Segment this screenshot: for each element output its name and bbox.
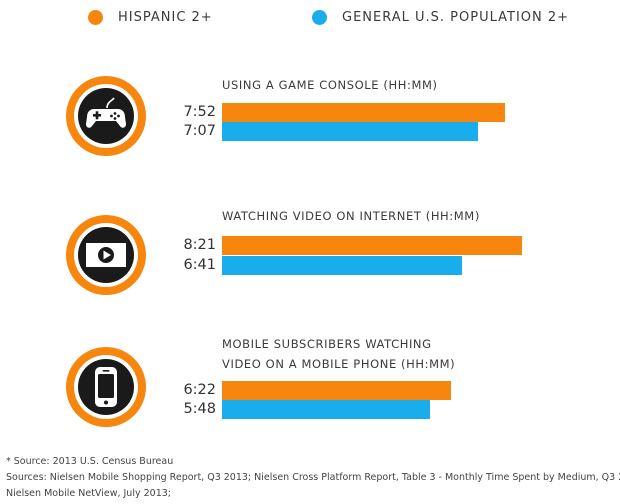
legend-label-general: GENERAL U.S. POPULATION 2+ (342, 9, 570, 25)
video-play-icon (66, 215, 146, 295)
bar-general-video-internet (222, 256, 462, 275)
group-title-line: USING A GAME CONSOLE (HH:MM) (222, 78, 438, 92)
bar-hispanic-video-internet (222, 236, 522, 255)
legend-swatch-general (312, 9, 327, 25)
value-label-general-video-internet: 6:41 (183, 257, 216, 273)
group-title-line: MOBILE SUBSCRIBERS WATCHING (222, 337, 432, 351)
bar-general-game-console (222, 122, 478, 141)
legend-item-hispanic: HISPANIC 2+ (88, 4, 213, 30)
footnote-netview: Nielsen Mobile NetView, July 2013; (6, 488, 171, 499)
footnote-census: * Source: 2013 U.S. Census Bureau (6, 456, 174, 467)
value-label-general-mobile-video: 5:48 (183, 401, 216, 417)
legend-label-hispanic: HISPANIC 2+ (118, 9, 213, 25)
bar-hispanic-mobile-video (222, 381, 451, 400)
mobile-phone-icon (66, 347, 146, 427)
bar-general-mobile-video (222, 400, 430, 419)
legend-swatch-hispanic (88, 9, 103, 25)
group-title-video-internet: WATCHING VIDEO ON INTERNET (HH:MM) (222, 206, 480, 226)
value-label-general-game-console: 7:07 (183, 123, 216, 139)
group-title-mobile-video: MOBILE SUBSCRIBERS WATCHING VIDEO ON A M… (222, 334, 455, 374)
value-label-hispanic-game-console: 7:52 (183, 104, 216, 120)
group-title-game-console: USING A GAME CONSOLE (HH:MM) (222, 75, 438, 95)
group-title-line: VIDEO ON A MOBILE PHONE (HH:MM) (222, 357, 456, 371)
game-controller-icon (66, 76, 146, 156)
bar-hispanic-game-console (222, 103, 505, 122)
group-title-line: WATCHING VIDEO ON INTERNET (HH:MM) (222, 209, 480, 223)
value-label-hispanic-mobile-video: 6:22 (183, 382, 216, 398)
footnote-sources: Sources: Nielsen Mobile Shopping Report,… (6, 472, 620, 483)
value-label-hispanic-video-internet: 8:21 (183, 237, 216, 253)
legend-item-general: GENERAL U.S. POPULATION 2+ (312, 4, 569, 30)
